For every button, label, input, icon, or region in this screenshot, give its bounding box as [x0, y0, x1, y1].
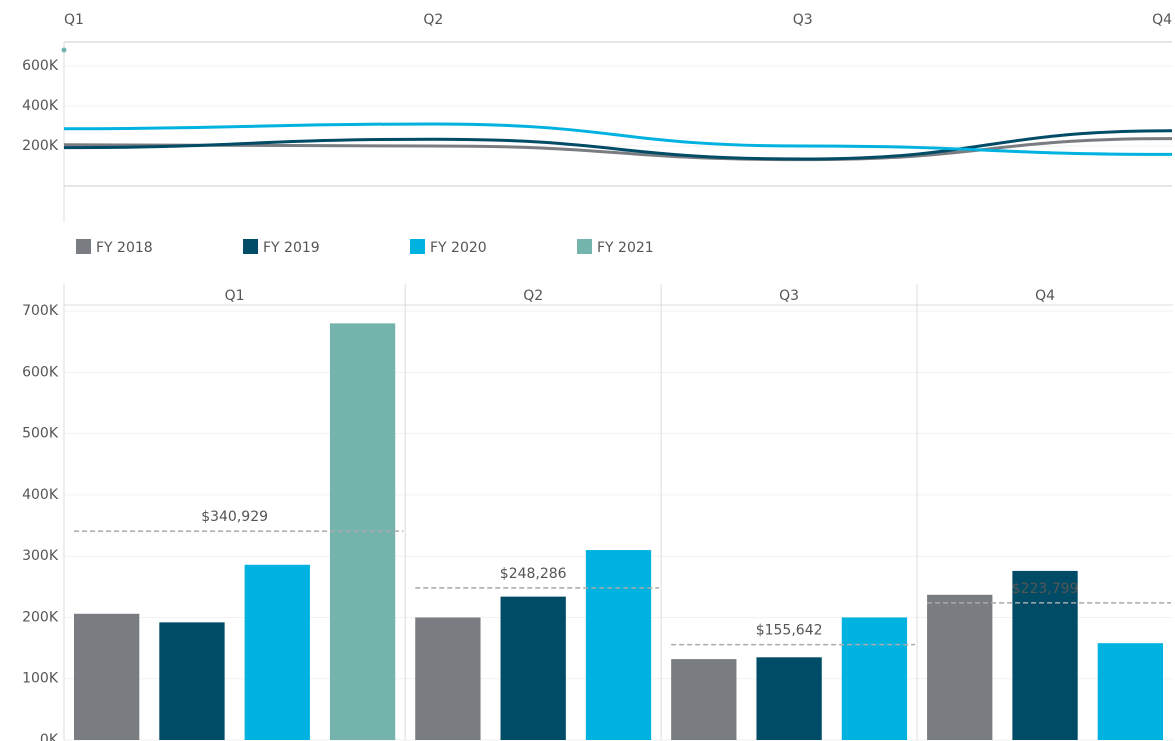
y-tick-label: 200K: [22, 609, 59, 625]
x-tick-label: Q2: [423, 12, 443, 28]
panel-header: Q2: [523, 288, 543, 304]
legend-label: FY 2019: [263, 240, 320, 256]
y-tick-label: 400K: [22, 487, 59, 503]
y-tick-label: 600K: [22, 364, 59, 380]
legend-label: FY 2020: [430, 240, 487, 256]
y-tick-label: 300K: [22, 548, 59, 564]
reference-label: $248,286: [500, 566, 567, 582]
line-point: [61, 47, 67, 53]
legend-label: FY 2018: [96, 240, 153, 256]
bar: [74, 613, 140, 740]
bar: [927, 594, 993, 740]
bar: [671, 659, 737, 740]
legend-swatch: [410, 239, 425, 254]
panel-header: Q4: [1035, 288, 1055, 304]
bar: [585, 550, 652, 740]
y-tick-label: 500K: [22, 426, 59, 442]
bar: [244, 564, 310, 740]
line-series: [63, 122, 1173, 156]
y-tick-label: 0K: [40, 732, 59, 741]
bar: [756, 657, 822, 740]
y-tick-label: 700K: [22, 303, 59, 319]
bar: [1012, 570, 1078, 740]
legend-swatch: [243, 239, 258, 254]
legend-swatch: [577, 239, 592, 254]
bar: [841, 617, 908, 740]
bar: [415, 617, 481, 740]
bar: [159, 622, 225, 740]
x-tick-label: Q3: [793, 12, 813, 28]
bar: [1097, 643, 1163, 740]
reference-label: $223,799: [1012, 581, 1079, 597]
legend-label: FY 2021: [597, 240, 654, 256]
reference-label: $155,642: [756, 623, 823, 639]
bar: [500, 596, 566, 740]
x-tick-label: Q4: [1152, 12, 1172, 28]
reference-label: $340,929: [201, 509, 268, 525]
y-tick-label: 600K: [22, 58, 59, 74]
x-tick-label: Q1: [64, 12, 84, 28]
y-tick-label: 400K: [22, 98, 59, 114]
panel-header: Q1: [225, 288, 245, 304]
line-series: [63, 129, 1173, 161]
panel-header: Q3: [779, 288, 799, 304]
legend-swatch: [76, 239, 91, 254]
y-tick-label: 100K: [22, 671, 59, 687]
y-tick-label: 200K: [22, 138, 59, 154]
